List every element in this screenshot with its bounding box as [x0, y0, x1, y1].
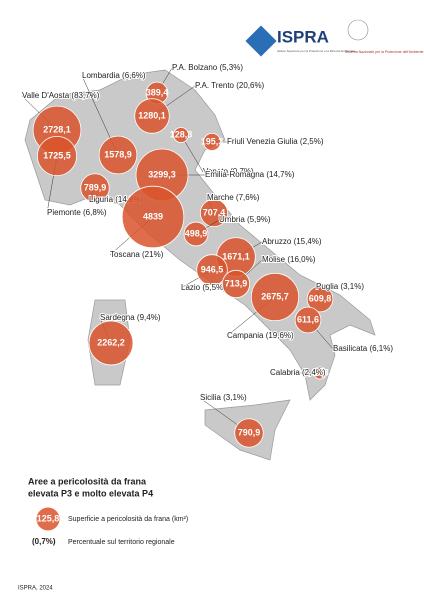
region-label: Emilia-Romagna (14,7%) [205, 170, 295, 179]
bubble [134, 98, 170, 134]
bubble-label: 195,3 [201, 136, 224, 146]
bubble-label: 946,5 [201, 264, 224, 274]
bubble-label: 1578,9 [104, 149, 132, 159]
logo: ISPRA Istituto Superiore per la Protezio… [245, 19, 424, 57]
region-label: Toscana (21%) [110, 250, 164, 259]
region-label: Puglia (3,1%) [316, 282, 364, 291]
legend-text: Superficie a pericolosità da frana (km²) [68, 516, 188, 523]
bubble [221, 269, 251, 299]
bubble-label: 2262,2 [97, 337, 125, 347]
bubble-label: 790,9 [238, 427, 261, 437]
region-label: Piemonte (6,8%) [47, 208, 107, 217]
footer: ISPRA, 2024 [18, 586, 53, 592]
bubble-label: 707,4 [203, 207, 226, 217]
bubble [234, 418, 264, 448]
bubble [183, 221, 209, 247]
bubble [306, 285, 334, 313]
bubble-label: 1725,5 [43, 150, 71, 160]
legend-title: Aree a pericolosità da frana [28, 476, 147, 486]
bubble [313, 366, 327, 380]
bubble-label: 1671,1 [222, 251, 250, 261]
bubble-label: 611,6 [297, 314, 319, 324]
region-label: Abruzzo (15,4%) [262, 237, 322, 246]
region-label: Lombardia (6,6%) [82, 71, 146, 80]
region-label: P.A. Trento (20,6%) [195, 81, 265, 90]
bubble [121, 185, 185, 249]
institute: Istituto Superiore per la Protezione e l… [277, 49, 356, 53]
region-label: Liguria (14,8%) [89, 195, 144, 204]
logo-text: ISPRA [277, 27, 329, 46]
logo-icon [245, 25, 277, 57]
region-label: Umbria (5,9%) [219, 215, 271, 224]
legend-bubble [35, 506, 61, 532]
bubble [36, 135, 78, 177]
bubble [250, 272, 300, 322]
bubble [199, 198, 229, 228]
region-label: Valle D'Aosta (83,7%) [22, 91, 100, 100]
region-label: Lazio (5,5%) [181, 283, 226, 292]
network-icon [347, 19, 369, 41]
bubble [196, 254, 228, 286]
region-label: Marche (7,6%) [207, 193, 260, 202]
region-label: Basilicata (6,1%) [333, 344, 393, 353]
bubble [80, 173, 110, 203]
bubble [203, 133, 221, 151]
region-label: P.A. Bolzano (5,3%) [172, 63, 243, 72]
region-label: Friuli Venezia Giulia (2,5%) [227, 137, 324, 146]
legend-text: Percentuale sul territorio regionale [68, 539, 175, 546]
legend-percent: (0,7%) [32, 537, 56, 546]
region-label: Campania (19,6%) [227, 331, 294, 340]
bubble-label: 59,3 [311, 367, 329, 377]
network: Sistema Nazionale per la Protezione dell… [345, 50, 424, 54]
legend-title: elevata P3 e molto elevata P4 [28, 488, 153, 498]
region-label: Sicilia (3,1%) [200, 393, 247, 402]
region-label: Sardegna (9,4%) [100, 313, 161, 322]
bubble-label: 2728,1 [43, 124, 71, 134]
bubble-label: 498,9 [185, 228, 208, 238]
bubble-label: 3299,3 [148, 169, 176, 179]
legend-sample: 125,8 [37, 513, 60, 523]
bubble-label: 789,9 [84, 182, 107, 192]
legend-box [22, 470, 402, 565]
bubble [294, 306, 322, 334]
bubble-label: 389,4 [146, 87, 169, 97]
bubble-label: 128,3 [170, 129, 193, 139]
bubble-label: 4839 [143, 211, 163, 221]
bubble-label: 2675,7 [261, 291, 289, 301]
bubble [98, 135, 138, 175]
bubble-label: 609,8 [309, 293, 332, 303]
bubble-label: 713,9 [225, 278, 248, 288]
bubble [173, 127, 189, 143]
region-label: Veneto (0,7%) [203, 167, 254, 176]
bubble-label: 1280,1 [138, 110, 166, 120]
bubble [88, 320, 134, 366]
region-label: Calabria (2,4%) [270, 368, 326, 377]
region-label: Molise (16,0%) [262, 255, 316, 264]
